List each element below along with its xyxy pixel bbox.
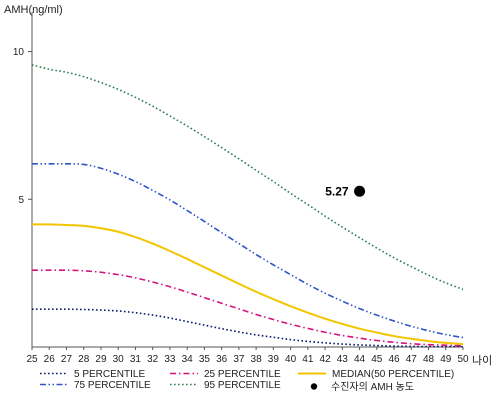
x-tick-label: 46 — [388, 354, 400, 365]
x-tick-label: 47 — [406, 354, 418, 365]
patient-point-label: 5.27 — [325, 184, 349, 198]
x-tick-label: 43 — [337, 354, 349, 365]
axes — [31, 12, 463, 348]
x-tick-label: 40 — [285, 354, 297, 365]
x-tick-label: 50 — [457, 354, 469, 365]
x-tick-label: 37 — [233, 354, 245, 365]
x-tick-label: 30 — [113, 354, 125, 365]
x-tick-label: 42 — [320, 354, 332, 365]
x-tick-label: 27 — [61, 354, 73, 365]
x-tick-label: 26 — [44, 354, 56, 365]
series-line — [31, 64, 464, 291]
x-tick-label: 38 — [251, 354, 263, 365]
x-ticks: 25 26 27 28 29 30 31 32 33 34 35 36 37 38 39 40 41 42 43 44… — [26, 347, 469, 365]
x-tick-label: 44 — [354, 354, 366, 365]
x-tick-label: 28 — [78, 354, 90, 365]
x-axis-title: 나이 — [472, 354, 492, 367]
legend-label: 95 PERCENTILE — [204, 380, 281, 391]
y-ticks: 5 10 — [13, 47, 32, 206]
patient-point: 5.27 — [325, 184, 366, 198]
x-tick-label: 25 — [26, 354, 38, 365]
x-tick-label: 36 — [216, 354, 228, 365]
y-tick-label: 10 — [13, 47, 25, 58]
patient-point-marker — [354, 185, 366, 197]
y-axis-title: AMH(ng/ml) — [4, 4, 63, 16]
y-tick-label: 5 — [18, 195, 24, 206]
x-tick-label: 49 — [440, 354, 452, 365]
x-tick-label: 29 — [95, 354, 107, 365]
x-tick-label: 45 — [371, 354, 383, 365]
x-tick-label: 33 — [164, 354, 176, 365]
legend-label: 75 PERCENTILE — [74, 380, 151, 391]
legend-point-swatch — [310, 383, 318, 390]
x-tick-label: 48 — [423, 354, 435, 365]
x-tick-label: 34 — [182, 354, 194, 365]
series-line — [31, 223, 464, 346]
x-tick-label: 32 — [147, 354, 159, 365]
legend-label: 25 PERCENTILE — [204, 369, 281, 380]
x-tick-label: 41 — [302, 354, 314, 365]
x-tick-label: 31 — [130, 354, 142, 365]
x-tick-label: 39 — [268, 354, 280, 365]
legend-label: MEDIAN(50 PERCENTILE) — [332, 369, 454, 380]
series-lines — [31, 64, 464, 348]
series-line — [32, 162, 464, 339]
series-line — [32, 308, 464, 348]
series-line — [31, 269, 464, 347]
legend-label: 5 PERCENTILE — [74, 369, 145, 380]
legend-point-label: 수진자의 AMH 농도 — [331, 381, 414, 393]
x-tick-label: 35 — [199, 354, 211, 365]
